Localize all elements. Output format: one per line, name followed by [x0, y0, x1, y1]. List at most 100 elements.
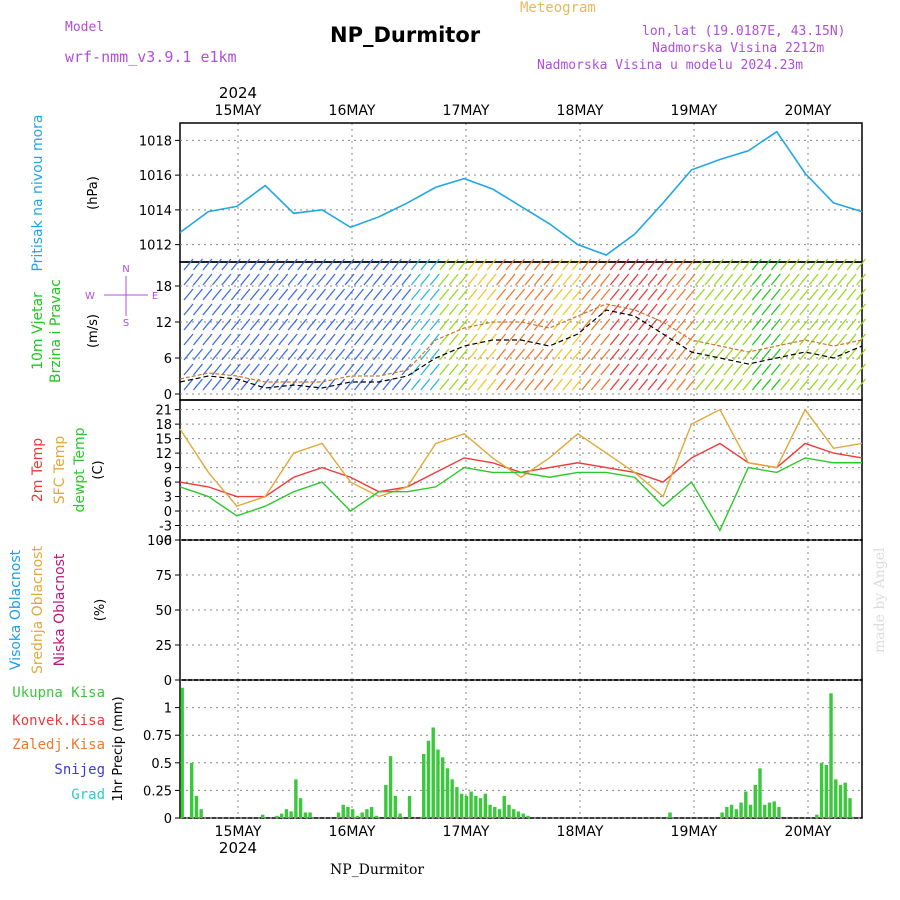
wind-barb: [628, 288, 639, 301]
precip-bar: [284, 809, 289, 818]
wind-barb: [552, 303, 563, 316]
wind-barb: [600, 333, 611, 346]
wind-barb: [316, 273, 327, 286]
wind-barb: [344, 258, 355, 271]
wind-barb: [562, 333, 573, 346]
wind-barb: [278, 288, 289, 301]
wind-barb: [552, 288, 563, 301]
pressure-line: [179, 130, 863, 256]
wind-barb: [704, 288, 715, 301]
wind-barb: [278, 363, 289, 376]
wind-barb: [628, 258, 639, 271]
wind-barb: [846, 318, 857, 331]
wind-barb: [732, 378, 743, 391]
precip-bar: [398, 813, 402, 818]
wind-barb: [410, 318, 421, 331]
wind-barb: [183, 273, 194, 286]
wind-barb: [202, 303, 213, 316]
wind-barb: [600, 258, 611, 271]
wind-barb: [562, 273, 573, 286]
wind-barb: [837, 363, 848, 376]
precip-bar: [369, 806, 374, 818]
date-tick-top: 16MAY: [329, 103, 376, 119]
wind-barb: [325, 273, 336, 286]
wind-barb: [676, 363, 687, 376]
wind-barb: [524, 333, 535, 346]
wind-barb: [732, 258, 743, 271]
wind-barb: [335, 348, 346, 361]
wind-barb: [306, 378, 317, 391]
wind-barb: [524, 273, 535, 286]
wind-barb: [297, 348, 308, 361]
wind-barb: [420, 288, 431, 301]
wind-axis-label: 10m Vjetar: [30, 292, 46, 370]
wind-barb: [789, 273, 800, 286]
wind-barb: [713, 288, 724, 301]
wind-barb: [694, 363, 706, 376]
y-tick-label: 0: [164, 505, 172, 520]
wind-barb: [524, 363, 535, 376]
wind-barb: [666, 288, 677, 301]
wind-barb: [704, 378, 715, 391]
wind-barb: [287, 258, 298, 271]
wind-barb: [410, 288, 421, 301]
wind-barb: [818, 363, 829, 376]
wind-barb: [278, 303, 289, 316]
wind-barb: [808, 258, 819, 271]
wind-barb: [666, 303, 677, 316]
wind-barb: [647, 378, 658, 391]
wind-barb: [562, 303, 573, 316]
precip-bar: [294, 779, 298, 818]
wind-barb: [372, 378, 383, 391]
date-tick-bottom: 15MAY: [215, 824, 262, 840]
wind-barb: [249, 273, 260, 286]
wind-barb: [837, 288, 848, 301]
precip-bar: [351, 809, 355, 818]
precip-bar: [336, 812, 341, 818]
wind-barb: [827, 288, 838, 301]
wind-barb: [230, 258, 241, 271]
wind-barb: [694, 303, 706, 316]
wind-barb: [704, 318, 715, 331]
wind-barb: [846, 288, 857, 301]
wind-barb: [846, 378, 857, 391]
wind-barb: [751, 258, 762, 271]
wind-barb: [344, 363, 355, 376]
wind-barb: [515, 318, 526, 331]
wind-barb: [353, 288, 365, 301]
footer-station: NP_Durmitor: [330, 862, 425, 878]
wind-barb: [837, 258, 848, 271]
wind-barb: [505, 348, 516, 361]
precip-legend-item: Ukupna Kisa: [12, 685, 105, 701]
wind-barb: [353, 363, 365, 376]
wind-barb: [666, 348, 677, 361]
wind-barb: [344, 273, 355, 286]
pressure-axis-label: Pritisak na nivou mora: [30, 114, 46, 271]
wind-barb: [316, 348, 327, 361]
wind-barb: [751, 333, 762, 346]
precip-bar: [734, 809, 739, 818]
page-title: NP_Durmitor: [330, 23, 481, 47]
wind-barb: [676, 348, 687, 361]
wind-barb: [789, 288, 800, 301]
wind-barb: [505, 303, 516, 316]
precip-bar: [426, 740, 431, 818]
precip-bar: [748, 804, 753, 818]
precip-bar: [516, 811, 521, 818]
wind-barb: [183, 258, 194, 271]
wind-barb: [183, 333, 194, 346]
wind-barb: [694, 318, 706, 331]
wind-barb: [751, 378, 762, 391]
precip-bar: [739, 802, 743, 818]
wind-barb: [770, 378, 781, 391]
wind-barb: [704, 258, 715, 271]
wind-barb: [628, 348, 639, 361]
wind-barb: [202, 378, 213, 391]
wind-barb: [401, 363, 412, 376]
wind-barb: [837, 333, 848, 346]
wind-barb: [676, 378, 687, 391]
precip-bar: [355, 815, 360, 818]
wind-barb: [590, 333, 601, 346]
wind-barb: [676, 303, 687, 316]
precip-bar: [834, 779, 838, 818]
